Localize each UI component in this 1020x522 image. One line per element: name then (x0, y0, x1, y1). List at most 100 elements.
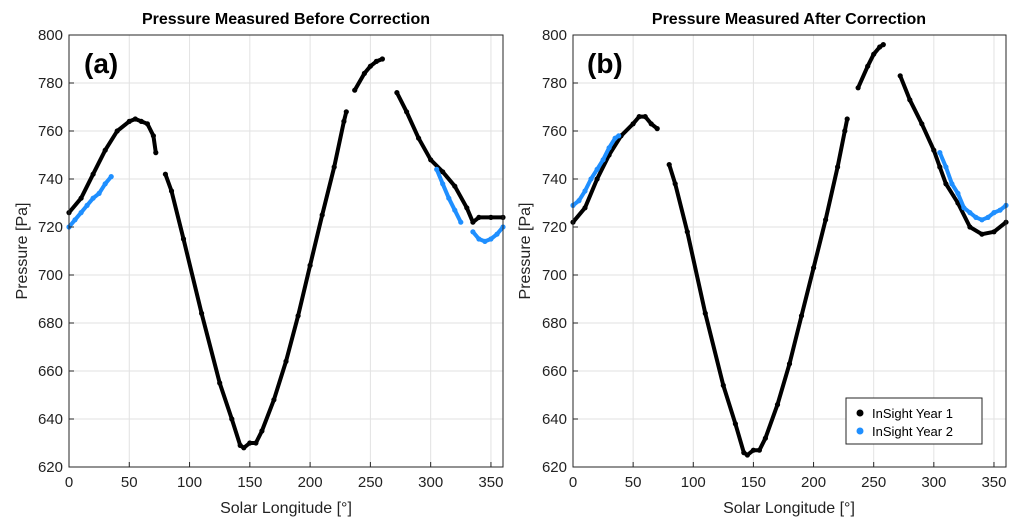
series-1-point (367, 63, 373, 69)
series-1-point (488, 214, 494, 220)
series-1-point (150, 133, 156, 139)
x-tick-label: 300 (418, 474, 443, 491)
series-2-point (108, 174, 114, 180)
series-1-point (90, 171, 96, 177)
y-tick-label: 800 (38, 27, 63, 44)
series-2-point (985, 214, 991, 220)
series-1-point (762, 435, 769, 441)
series-2-point (991, 210, 997, 216)
series-1-segment (667, 117, 850, 457)
series-1-point (732, 421, 739, 427)
x-tick-label: 0 (569, 474, 577, 491)
series-2-point (84, 202, 90, 208)
y-tick-label: 660 (542, 363, 567, 380)
series-1-point (702, 310, 708, 316)
series-2-point (494, 231, 500, 237)
series-2-point (488, 236, 494, 242)
series-2-point (594, 166, 600, 172)
x-tick-label: 200 (801, 474, 826, 491)
series-1-point (341, 118, 347, 124)
series-1-point (648, 121, 654, 127)
series-1-point (168, 188, 175, 194)
series-1-segment (163, 109, 349, 450)
panel-b-axes-frame (572, 34, 1007, 468)
series-1-point (452, 183, 458, 189)
series-1-point (138, 118, 144, 124)
series-2-point (576, 198, 582, 204)
series-1-point (582, 205, 588, 211)
series-1-point (855, 85, 861, 91)
series-1-point (379, 56, 385, 62)
series-1-point (253, 440, 259, 446)
y-tick-label: 660 (38, 363, 63, 380)
series-1-point (470, 219, 476, 225)
series-1-point (786, 361, 793, 367)
series-1-point (594, 176, 600, 182)
series-2-point (434, 166, 440, 172)
y-tick-label: 720 (38, 219, 63, 236)
panel-b-label: (b) (587, 48, 623, 79)
series-1-segment (352, 57, 385, 93)
legend-label-year-2: InSight Year 2 (872, 424, 953, 439)
series-2-point (482, 238, 488, 244)
series-2-point (90, 195, 96, 201)
series-1-point (180, 236, 187, 242)
series-1-point (844, 116, 850, 122)
y-tick-label: 700 (38, 267, 63, 284)
series-1-point (428, 157, 434, 163)
y-tick-label: 780 (38, 75, 63, 92)
series-1-point (919, 121, 925, 127)
y-tick-label: 680 (38, 315, 63, 332)
series-2-point (937, 150, 943, 156)
x-tick-label: 50 (121, 474, 138, 491)
series-1-segment (856, 42, 886, 90)
series-1-point (931, 147, 937, 153)
series-1-point (394, 90, 400, 96)
series-1-point (132, 116, 138, 122)
panel-b-title: Pressure Measured After Correction (652, 11, 926, 28)
x-tick-label: 0 (65, 474, 73, 491)
series-1-point (823, 217, 829, 223)
y-tick-label: 740 (38, 171, 63, 188)
series-2-point (955, 190, 961, 196)
y-tick-label: 620 (542, 459, 567, 476)
series-1-point (404, 109, 410, 115)
series-1-point (943, 181, 949, 187)
series-1-point (907, 97, 913, 103)
series-2-point (440, 181, 446, 187)
panel-a: Pressure Measured Before Correction 0 50 1… (14, 11, 506, 517)
y-tick-label: 680 (542, 315, 567, 332)
series-1-point (720, 382, 726, 388)
series-1-point (361, 70, 367, 76)
series-1-point (319, 212, 325, 218)
series-1-point (642, 114, 648, 120)
x-tick-label: 350 (981, 474, 1006, 491)
series-1-point (750, 447, 757, 453)
series-2-point (973, 214, 979, 220)
panel-a-label: (a) (84, 48, 118, 79)
series-1-point (352, 87, 358, 93)
series-1-point (979, 231, 985, 237)
x-tick-label: 100 (177, 474, 202, 491)
panel-b-y-axis-label: Pressure [Pa] (517, 203, 534, 300)
series-1-point (666, 162, 672, 168)
panel-a-y-axis-label: Pressure [Pa] (14, 203, 31, 300)
series-1-point (126, 118, 132, 124)
x-tick-label: 300 (921, 474, 946, 491)
series-2-point (476, 236, 482, 242)
series-1-point (684, 229, 690, 235)
series-1-point (871, 51, 877, 57)
y-tick-label: 640 (38, 411, 63, 428)
series-2-point (452, 207, 458, 213)
series-1-point (153, 150, 159, 156)
legend-label-year-1: InSight Year 1 (872, 406, 953, 421)
series-1-point (464, 205, 470, 211)
panel-b-y-ticks: 620 640 660 680 700 720 740 760 780 800 (542, 27, 578, 476)
panel-a-axes-frame (68, 34, 504, 468)
series-1-point (144, 121, 150, 127)
y-tick-label: 740 (542, 171, 567, 188)
legend: InSight Year 1 InSight Year 2 (845, 397, 983, 445)
panel-a-x-axis-label: Solar Longitude [°] (220, 500, 352, 517)
y-tick-label: 760 (542, 123, 567, 140)
